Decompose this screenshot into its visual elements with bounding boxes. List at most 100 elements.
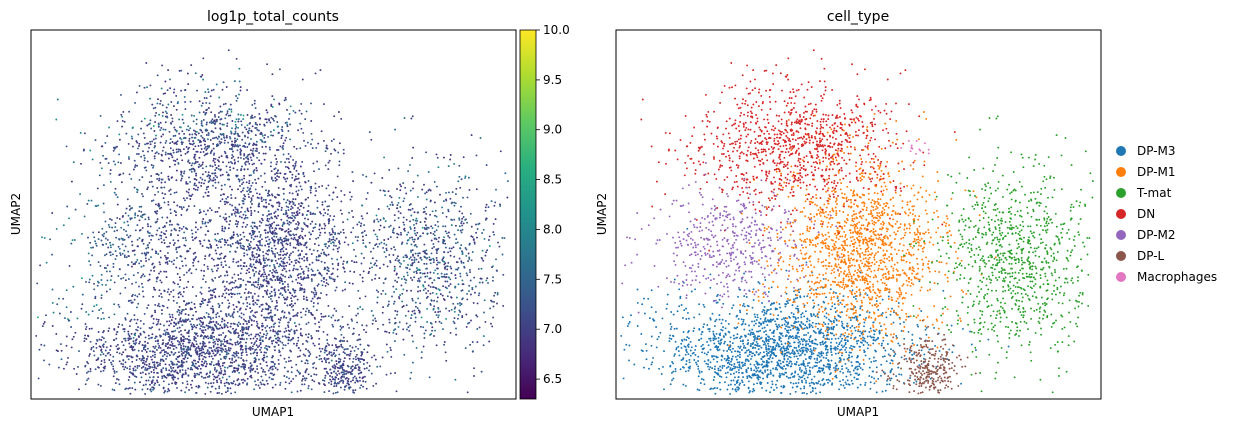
scatter-point: [436, 300, 439, 303]
scatter-point: [236, 168, 239, 171]
scatter-point: [317, 259, 320, 262]
scatter-point: [227, 289, 230, 291]
scatter-point: [149, 97, 152, 100]
scatter-point: [328, 344, 330, 346]
scatter-point: [229, 147, 231, 150]
scatter-point: [311, 261, 314, 264]
scatter-point: [261, 335, 264, 338]
scatter-point: [269, 121, 272, 124]
scatter-point: [309, 353, 312, 355]
scatter-point: [123, 330, 126, 333]
scatter-point: [283, 366, 286, 369]
scatter-point: [266, 280, 269, 283]
scatter-point: [274, 154, 277, 157]
scatter-point: [331, 263, 334, 265]
scatter-point: [460, 220, 463, 223]
scatter-point: [458, 217, 461, 220]
scatter-point: [334, 239, 336, 242]
scatter-point: [144, 340, 147, 343]
scatter-point: [459, 186, 462, 189]
scatter-point: [354, 255, 357, 258]
scatter-point: [315, 255, 318, 258]
scatter-point: [287, 152, 290, 155]
scatter-point: [269, 148, 271, 151]
scatter-point: [184, 372, 187, 375]
scatter-point: [233, 281, 236, 284]
scatter-point: [242, 378, 245, 381]
scatter-point: [491, 325, 494, 328]
scatter-point: [269, 130, 272, 133]
scatter-point: [332, 238, 335, 241]
scatter-point: [142, 150, 144, 153]
scatter-point: [454, 286, 457, 289]
scatter-point: [331, 344, 334, 347]
scatter-point: [115, 370, 118, 373]
scatter-point: [241, 247, 244, 250]
scatter-point: [435, 344, 438, 347]
scatter-point: [167, 157, 170, 160]
scatter-point: [271, 73, 274, 76]
scatter-point: [423, 332, 426, 335]
scatter-point: [155, 335, 157, 338]
scatter-point: [412, 146, 415, 149]
scatter-point: [165, 106, 168, 109]
scatter-point: [203, 335, 205, 338]
scatter-point: [332, 236, 335, 238]
scatter-point: [290, 205, 293, 208]
scatter-point: [388, 318, 391, 321]
scatter-point: [493, 233, 496, 236]
scatter-point: [35, 334, 38, 337]
scatter-point: [122, 359, 125, 362]
scatter-point: [452, 246, 455, 249]
scatter-point: [290, 380, 293, 383]
scatter-point: [307, 321, 310, 324]
scatter-point: [275, 232, 278, 235]
scatter-point: [287, 360, 290, 363]
scatter-point: [98, 174, 101, 177]
scatter-point: [227, 313, 230, 316]
scatter-point: [325, 282, 328, 285]
scatter-point: [365, 175, 368, 178]
scatter-point: [334, 289, 337, 292]
scatter-point: [404, 281, 407, 284]
scatter-point: [171, 141, 174, 143]
scatter-point: [227, 329, 230, 332]
scatter-point: [231, 293, 233, 296]
scatter-point: [388, 169, 391, 171]
scatter-point: [285, 270, 288, 273]
scatter-point: [411, 310, 414, 313]
scatter-point: [148, 326, 151, 329]
scatter-point: [219, 133, 222, 135]
scatter-point: [308, 263, 311, 266]
scatter-point: [314, 322, 317, 325]
scatter-point: [435, 252, 438, 255]
scatter-point: [407, 231, 410, 234]
scatter-point: [405, 218, 408, 221]
scatter-point: [249, 311, 252, 313]
scatter-point: [379, 219, 382, 221]
scatter-point: [197, 347, 200, 350]
scatter-point: [410, 214, 413, 217]
scatter-point: [217, 360, 220, 363]
scatter-point: [178, 229, 181, 232]
scatter-point: [239, 239, 241, 242]
scatter-point: [290, 237, 293, 240]
scatter-point: [460, 222, 463, 225]
scatter-point: [234, 391, 237, 394]
scatter-point: [283, 253, 286, 256]
scatter-point: [67, 318, 69, 321]
scatter-point: [241, 178, 244, 181]
scatter-point: [160, 309, 163, 312]
scatter-point: [95, 304, 98, 306]
scatter-point: [455, 261, 458, 264]
scatter-point: [274, 383, 277, 386]
scatter-point: [263, 141, 266, 144]
scatter-point: [271, 227, 274, 230]
scatter-point: [277, 214, 280, 217]
scatter-point: [245, 353, 248, 356]
scatter-point: [124, 339, 127, 342]
scatter-point: [221, 350, 223, 353]
scatter-point: [314, 317, 316, 320]
scatter-point: [284, 327, 287, 330]
scatter-point: [127, 387, 130, 390]
